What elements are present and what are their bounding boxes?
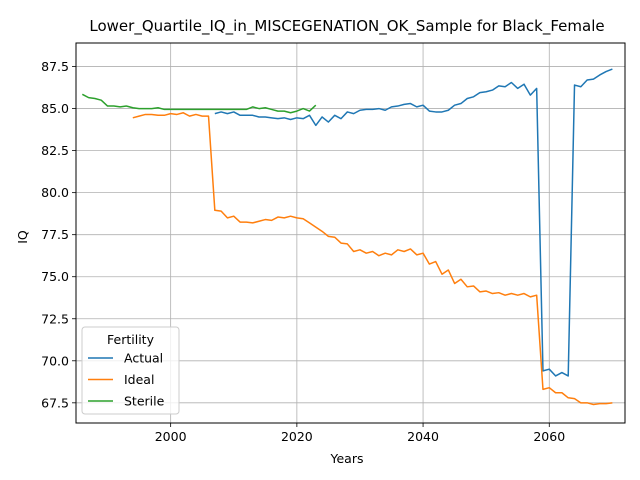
y-tick-label: 72.5 — [41, 311, 69, 326]
legend-box — [81, 326, 180, 415]
x-axis: 2000 2020 2040 2060 — [155, 423, 565, 444]
legend-items: Actual Ideal Sterile — [88, 351, 165, 409]
y-tick-label: 70.0 — [41, 353, 69, 368]
y-tick-label: 75.0 — [41, 269, 69, 284]
legend-label-ideal: Ideal — [124, 372, 154, 387]
x-tick-label: 2060 — [533, 429, 565, 444]
x-tick-label: 2000 — [155, 429, 187, 444]
series-line-ideal — [132, 112, 613, 406]
legend-label-sterile: Sterile — [124, 394, 165, 409]
y-tick-label: 77.5 — [41, 227, 69, 242]
y-tick-label: 82.5 — [41, 143, 69, 158]
legend-label-actual: Actual — [124, 351, 163, 366]
chart-title: Lower_Quartile_IQ_in_MISCEGENATION_OK_Sa… — [89, 17, 604, 36]
y-axis-label: IQ — [15, 230, 30, 244]
legend: Fertility Actual Ideal Sterile — [81, 326, 180, 415]
y-axis: 67.5 70.0 72.5 75.0 77.5 80.0 82.5 85.0 87.5 — [41, 59, 76, 410]
series-line-sterile — [81, 93, 317, 114]
x-tick-label: 2040 — [407, 429, 439, 444]
y-tick-label: 85.0 — [41, 101, 69, 116]
y-tick-label: 87.5 — [41, 59, 69, 74]
y-tick-label: 80.0 — [41, 185, 69, 200]
x-tick-label: 2020 — [281, 429, 313, 444]
plot-frame — [75, 42, 626, 424]
x-axis-label: Years — [330, 451, 364, 466]
series-line-actual — [214, 68, 613, 377]
grid — [76, 43, 625, 423]
legend-title: Fertility — [107, 332, 155, 347]
series-layer — [81, 68, 613, 406]
y-tick-label: 67.5 — [41, 395, 69, 410]
